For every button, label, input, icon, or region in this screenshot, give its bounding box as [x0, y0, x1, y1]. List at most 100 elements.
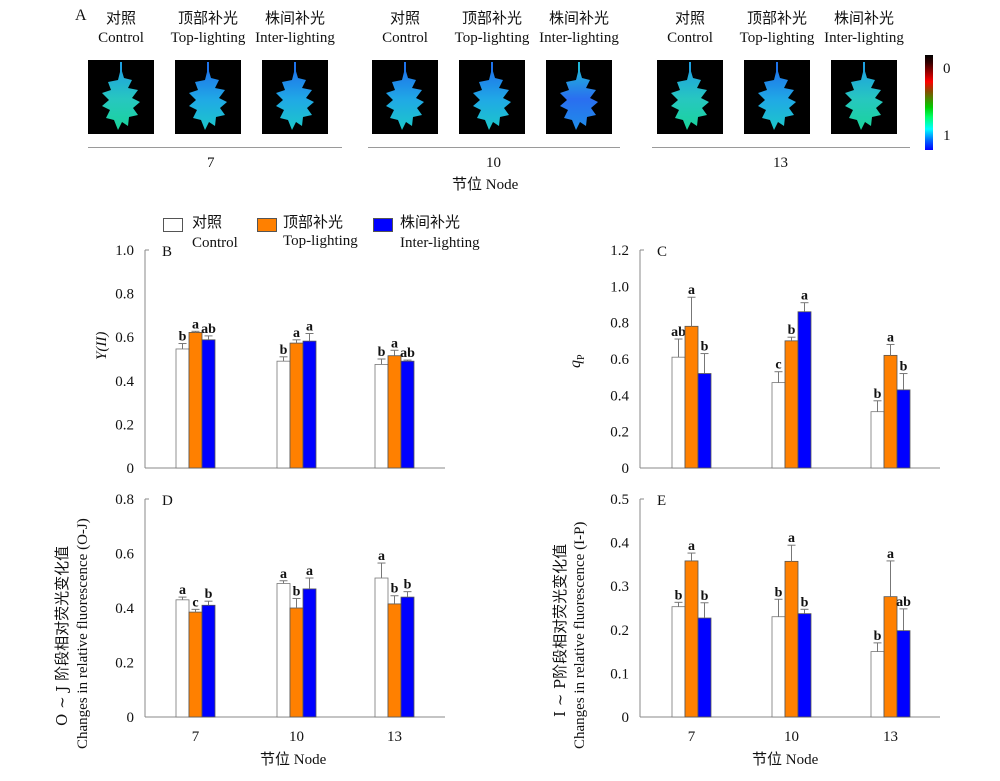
bar-top-lighting-node-13 [387, 355, 402, 469]
y-tick-label: 0 [622, 710, 630, 726]
significance-letter: b [675, 588, 683, 603]
significance-letter: a [192, 317, 199, 332]
panel-a-header-en: Control [98, 30, 144, 46]
significance-letter: c [192, 595, 198, 610]
panel-a-header-en: Top-lighting [739, 30, 815, 46]
bar-control-node-13 [870, 411, 885, 469]
y-tick-label: 0.6 [115, 547, 134, 563]
y-tick-label: 0.6 [610, 352, 629, 368]
significance-letter: c [775, 358, 781, 373]
panel-a-header-cn: 株间补光 [833, 9, 894, 27]
significance-letter: b [775, 585, 783, 600]
significance-letter: a [688, 283, 695, 298]
bar-control-node-7 [671, 356, 686, 469]
leaf-fluorescence-image [262, 60, 328, 134]
bar-top-lighting-node-10 [289, 342, 304, 469]
bar-top-lighting-node-10 [784, 340, 799, 469]
bar-inter-lighting-node-10 [302, 340, 317, 469]
panel-a-header-en: Inter-lighting [539, 30, 619, 46]
colorbar [925, 55, 933, 150]
bar-control-node-7 [671, 606, 686, 718]
panel-d-xlabel: 节位 Node [260, 752, 327, 768]
panel-e-xlabel: 节位 Node [752, 752, 819, 768]
colorbar-top-label: 0 [943, 61, 951, 77]
bar-control-node-7 [175, 599, 190, 718]
bar-top-lighting-node-10 [784, 560, 799, 718]
panel-letter: C [657, 244, 667, 260]
legend-label-inter-en: Inter-lighting [400, 235, 480, 251]
significance-letter: b [205, 587, 213, 602]
panel-a-header-en: Inter-lighting [255, 30, 335, 46]
panel-a-header-en: Control [382, 30, 428, 46]
colorbar-bottom-label: 1 [943, 128, 951, 144]
panel-a-node-label: 7 [207, 155, 215, 171]
significance-letter: b [378, 345, 386, 360]
significance-letter: ab [400, 346, 415, 361]
y-tick-label: 0.4 [610, 388, 629, 404]
panel-a-label: A [75, 7, 87, 24]
y-tick-label: 0.2 [115, 656, 134, 672]
panel-letter: E [657, 493, 666, 509]
panel-a-header-cn: 株间补光 [264, 9, 325, 27]
significance-letter: a [280, 567, 287, 582]
significance-letter: b [404, 578, 412, 593]
legend-label-top-cn: 顶部补光 [283, 213, 344, 231]
y-tick-label: 0 [622, 461, 630, 477]
bar-control-node-10 [276, 360, 291, 469]
significance-letter: a [887, 330, 894, 345]
x-tick-label: 13 [387, 729, 402, 745]
y-tick-label: 0.4 [610, 536, 629, 552]
panel-a-header-cn: 对照 [674, 9, 705, 27]
y-tick-label: 0.4 [115, 374, 134, 390]
significance-letter: a [306, 319, 313, 334]
bar-inter-lighting-node-13 [400, 596, 415, 718]
panel-a-header-en: Control [667, 30, 713, 46]
bar-top-lighting-node-13 [883, 354, 898, 469]
y-tick-label: 1.0 [115, 243, 134, 259]
legend-swatch-top-lighting [257, 218, 277, 232]
panel-d-ylabel-cn: O ~ J 阶段相对荧光变化值 [53, 545, 71, 726]
significance-letter: b [788, 323, 796, 338]
bar-inter-lighting-node-10 [797, 613, 812, 718]
x-tick-label: 10 [784, 729, 799, 745]
y-tick-label: 1.2 [610, 243, 629, 259]
node-group-divider [88, 147, 342, 148]
x-tick-label: 7 [192, 729, 200, 745]
bar-control-node-7 [175, 348, 190, 469]
panel-a-header-cn: 株间补光 [548, 9, 609, 27]
bar-inter-lighting-node-7 [201, 339, 216, 469]
leaf-fluorescence-image [459, 60, 525, 134]
y-tick-label: 0.8 [610, 316, 629, 332]
significance-letter: b [391, 582, 399, 597]
significance-letter: ab [671, 325, 686, 340]
panel-a-header-en: Top-lighting [454, 30, 530, 46]
x-tick-label: 10 [289, 729, 304, 745]
bar-inter-lighting-node-7 [697, 617, 712, 718]
bar-inter-lighting-node-10 [302, 588, 317, 718]
significance-letter: a [179, 583, 186, 598]
significance-letter: b [801, 595, 809, 610]
panel-a-node-label: 13 [773, 155, 788, 171]
bar-top-lighting-node-7 [188, 332, 203, 469]
y-tick-label: 0.4 [115, 601, 134, 617]
y-tick-label: 0.2 [610, 623, 629, 639]
legend-label-control-en: Control [192, 235, 238, 251]
legend-label-control-cn: 对照 [192, 213, 223, 231]
y-tick-label: 0.8 [115, 492, 134, 508]
leaf-fluorescence-image [831, 60, 897, 134]
significance-letter: b [900, 360, 908, 375]
significance-letter: ab [896, 595, 911, 610]
bar-inter-lighting-node-7 [201, 604, 216, 718]
y-tick-label: 0.2 [115, 417, 134, 433]
y-tick-label: 0.8 [115, 287, 134, 303]
bar-inter-lighting-node-13 [896, 389, 911, 469]
significance-letter: b [293, 584, 301, 599]
panel-a-header-cn: 对照 [389, 9, 420, 27]
bar-control-node-13 [374, 577, 389, 718]
panel-a-header-cn: 顶部补光 [177, 9, 238, 27]
x-tick-label: 13 [883, 729, 898, 745]
panel-a-node-label: 10 [486, 155, 501, 171]
y-tick-label: 0.6 [115, 330, 134, 346]
bar-inter-lighting-node-13 [896, 630, 911, 718]
